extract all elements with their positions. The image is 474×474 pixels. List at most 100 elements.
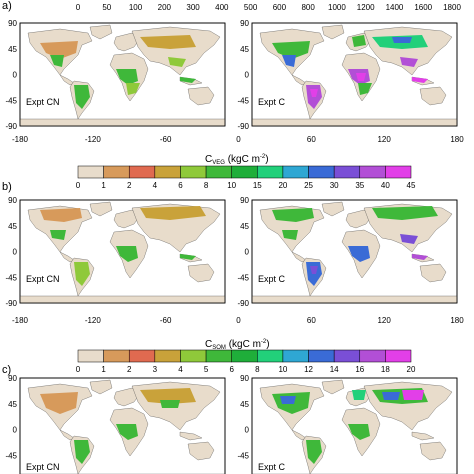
y-tick-label: 45 [8,400,17,409]
colorbar-swatch [333,349,361,363]
colorbar-tick: 10 [227,181,236,190]
x-tick-label: 120 [377,316,391,325]
colorbar-swatch [205,165,232,179]
colorbar-tick: 18 [381,365,390,374]
y-tick-label: 90 [240,196,249,205]
map-c-expt-cn: Expt CN [19,377,226,474]
colorbar-swatch [308,349,335,363]
x-tick-label: 0 [236,316,241,325]
y-tick-label: -45 [237,273,249,282]
map-label: Expt CN [26,462,60,472]
x-tick-label: 60 [307,135,316,144]
colorbar-tick: 2 [127,181,132,190]
y-tick-label: 45 [240,45,249,54]
colorbar-tick: 35 [355,181,364,190]
y-tick-label: -45 [5,451,17,460]
colorbar-swatch [257,349,284,363]
x-tick-label: -120 [85,316,102,325]
y-axis-ticks-left: 90 45 0 -45 -90 [5,19,17,131]
colorbar-swatch [77,165,104,179]
y-tick-label: -90 [237,122,249,131]
colorbar-swatch [385,165,412,179]
colorbar-tick: 16 [355,365,364,374]
colorbar-tick: 40 [381,181,390,190]
top-scale-tick: 1600 [414,3,432,12]
y-tick-label: 0 [245,426,250,435]
panel-a-letter: a) [2,0,12,12]
y-tick-label: 90 [240,19,249,28]
top-scale-tick: 200 [158,3,172,12]
y-tick-label: -45 [237,451,249,460]
colorbar-tick: 25 [304,181,313,190]
map-b-expt-c: Expt C [251,199,458,304]
x-tick-label: 120 [377,135,391,144]
colorbar-swatch [128,165,156,179]
top-scale-tick: 800 [301,3,315,12]
x-tick-label: 180 [450,316,464,325]
top-scale-tick: 1400 [386,3,404,12]
x-axis-ticks: -180 -120 -60 0 60 120 180 [12,135,464,144]
colorbar-tick: 6 [229,365,234,374]
top-scale-tick: 600 [273,3,287,12]
colorbar-tick: 8 [204,181,209,190]
colorbar-tick: 20 [407,365,416,374]
map-a-expt-c: Expt C [251,22,458,127]
y-tick-label: 90 [8,19,17,28]
colorbar-swatch [103,165,130,179]
map-a-expt-cn: Expt CN [19,22,226,127]
colorbar-swatch [180,349,207,363]
x-tick-label: -180 [12,135,29,144]
colorbar-tick: 2 [127,365,132,374]
colorbar-swatch [385,349,412,363]
colorbar-tick: 1 [101,365,106,374]
colorbar-swatch [128,349,156,363]
colorbar-tick: 0 [76,181,81,190]
colorbar-tick: 1 [101,181,106,190]
colorbar-swatch [180,165,207,179]
y-tick-label: 45 [240,222,249,231]
top-scale-tick: 1200 [357,3,375,12]
colorbar-swatch [231,349,258,363]
colorbar-tick: 8 [255,365,260,374]
colorbar-title: CSOM (kgC m-2) [205,339,270,351]
colorbar-tick: 4 [153,181,158,190]
colorbar-swatch [103,349,130,363]
y-axis-ticks-right: 90 45 0 -45 -90 [237,196,249,308]
x-tick-label: -120 [85,135,102,144]
panel-c-letter: c) [2,364,11,376]
colorbar-title: CVEG (kgC m-2) [205,154,269,166]
top-scale-ticks: 0 50 100 200 300 400 500 600 800 1000 1200 1400 1600… [76,3,462,12]
colorbar-swatch [282,165,309,179]
x-tick-label: 0 [236,135,241,144]
y-tick-label: -90 [5,299,17,308]
map-label: Expt C [258,274,286,284]
y-tick-label: 0 [13,71,18,80]
y-tick-label: -90 [5,122,17,131]
colorbar-tick: 30 [330,181,339,190]
y-axis-ticks-right: 90 45 0 -45 -90 [237,19,249,131]
map-label: Expt C [258,462,286,472]
colorbar-swatch [308,165,335,179]
colorbar-swatch [359,349,386,363]
colorbar-swatch [154,165,181,179]
colorbar-tick: 0 [76,365,81,374]
colorbar-b: CSOM (kgC m-2) 0 1 2 3 4 5 6 8 10 12 14 16 18 20 [76,339,416,374]
y-axis-ticks-right: 90 45 0 -45 [237,374,249,460]
colorbar-swatch [77,349,104,363]
y-tick-label: 90 [240,374,249,383]
top-scale-tick: 500 [244,3,258,12]
x-tick-label: 60 [307,316,316,325]
top-scale-tick: 0 [76,3,81,12]
colorbar-tick: 20 [278,181,287,190]
panel-b-letter: b) [2,181,12,193]
colorbar-tick: 5 [204,365,209,374]
y-tick-label: 45 [8,222,17,231]
colorbar-swatch [282,349,309,363]
y-tick-label: 90 [8,196,17,205]
y-tick-label: 0 [13,426,18,435]
y-tick-label: -45 [237,96,249,105]
top-scale-tick: 1800 [443,3,461,12]
colorbar-swatch [257,165,284,179]
map-label: Expt C [258,97,286,107]
colorbar-swatch [154,349,181,363]
